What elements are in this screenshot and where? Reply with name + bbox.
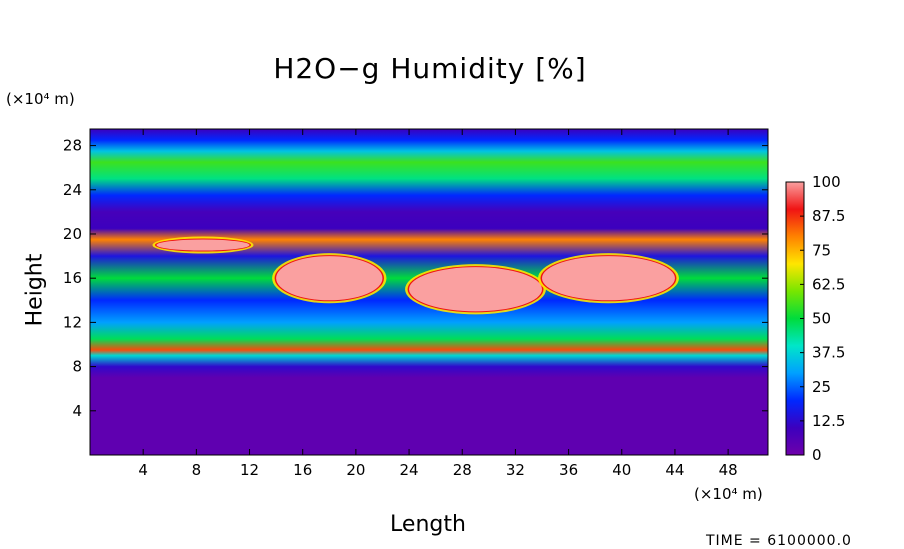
x-tick-label: 12: [240, 461, 259, 479]
x-tick-label: 16: [293, 461, 312, 479]
saturated-region: [409, 267, 542, 312]
x-tick-label: 24: [400, 461, 419, 479]
x-tick-label: 28: [453, 461, 472, 479]
y-tick-label: 12: [63, 313, 82, 331]
saturated-region: [276, 256, 383, 301]
y-axis-unit: (×10⁴ m): [6, 90, 75, 108]
x-tick-label: 32: [506, 461, 525, 479]
y-tick-label: 24: [63, 181, 82, 199]
x-tick-label: 8: [192, 461, 202, 479]
y-tick-label: 28: [63, 137, 82, 155]
colorbar-label: 50: [812, 310, 831, 328]
chart-title: H2O−g Humidity [%]: [273, 52, 587, 85]
saturated-region: [542, 256, 675, 301]
colorbar-label: 75: [812, 241, 831, 259]
x-axis-label: Length: [390, 512, 466, 537]
colorbar-label: 12.5: [812, 412, 845, 430]
x-tick-label: 40: [612, 461, 631, 479]
x-tick-label: 36: [559, 461, 578, 479]
colorbar-label: 0: [812, 446, 822, 464]
colorbar-label: 25: [812, 378, 831, 396]
colorbar-label: 62.5: [812, 275, 845, 293]
x-tick-label: 48: [719, 461, 738, 479]
x-tick-label: 20: [346, 461, 365, 479]
y-tick-label: 4: [72, 402, 82, 420]
y-tick-label: 20: [63, 225, 82, 243]
y-tick-label: 16: [63, 269, 82, 287]
colorbar-label: 100: [812, 173, 841, 191]
colorbar-label: 37.5: [812, 344, 845, 362]
x-tick-label: 4: [138, 461, 148, 479]
x-axis-unit: (×10⁴ m): [694, 485, 763, 503]
x-tick-label: 44: [665, 461, 684, 479]
colorbar-label: 87.5: [812, 207, 845, 225]
saturated-region: [156, 239, 250, 251]
y-tick-label: 8: [72, 358, 82, 376]
plot-frame: [89, 128, 769, 456]
